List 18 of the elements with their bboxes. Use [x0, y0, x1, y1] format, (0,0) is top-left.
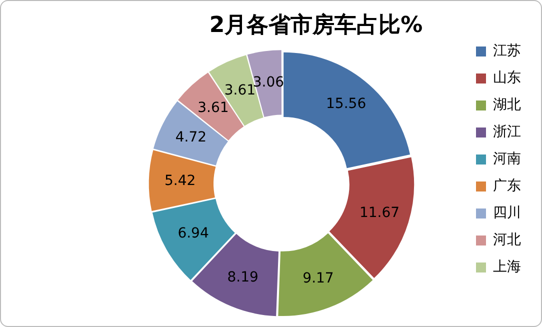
data-label: 3.61	[198, 100, 229, 116]
data-label: 4.72	[175, 129, 207, 146]
legend-label: 河北	[493, 232, 521, 248]
legend-label: 河南	[493, 151, 521, 168]
data-label: 8.19	[227, 269, 258, 286]
legend-label: 湖北	[493, 97, 521, 114]
legend-label: 山东	[493, 70, 521, 86]
data-label: 5.42	[164, 172, 196, 189]
data-label: 15.56	[326, 96, 366, 112]
legend-label: 浙江	[493, 124, 521, 140]
data-label: 9.17	[302, 270, 334, 287]
legend-label: 上海	[493, 259, 521, 276]
data-label: 11.67	[359, 205, 400, 222]
data-label: 6.94	[178, 226, 209, 242]
legend-label: 江苏	[493, 43, 521, 60]
legend-label: 四川	[493, 205, 521, 222]
chart-title: 2月各省市房车占比%	[209, 12, 423, 38]
legend-label: 广东	[493, 178, 521, 194]
